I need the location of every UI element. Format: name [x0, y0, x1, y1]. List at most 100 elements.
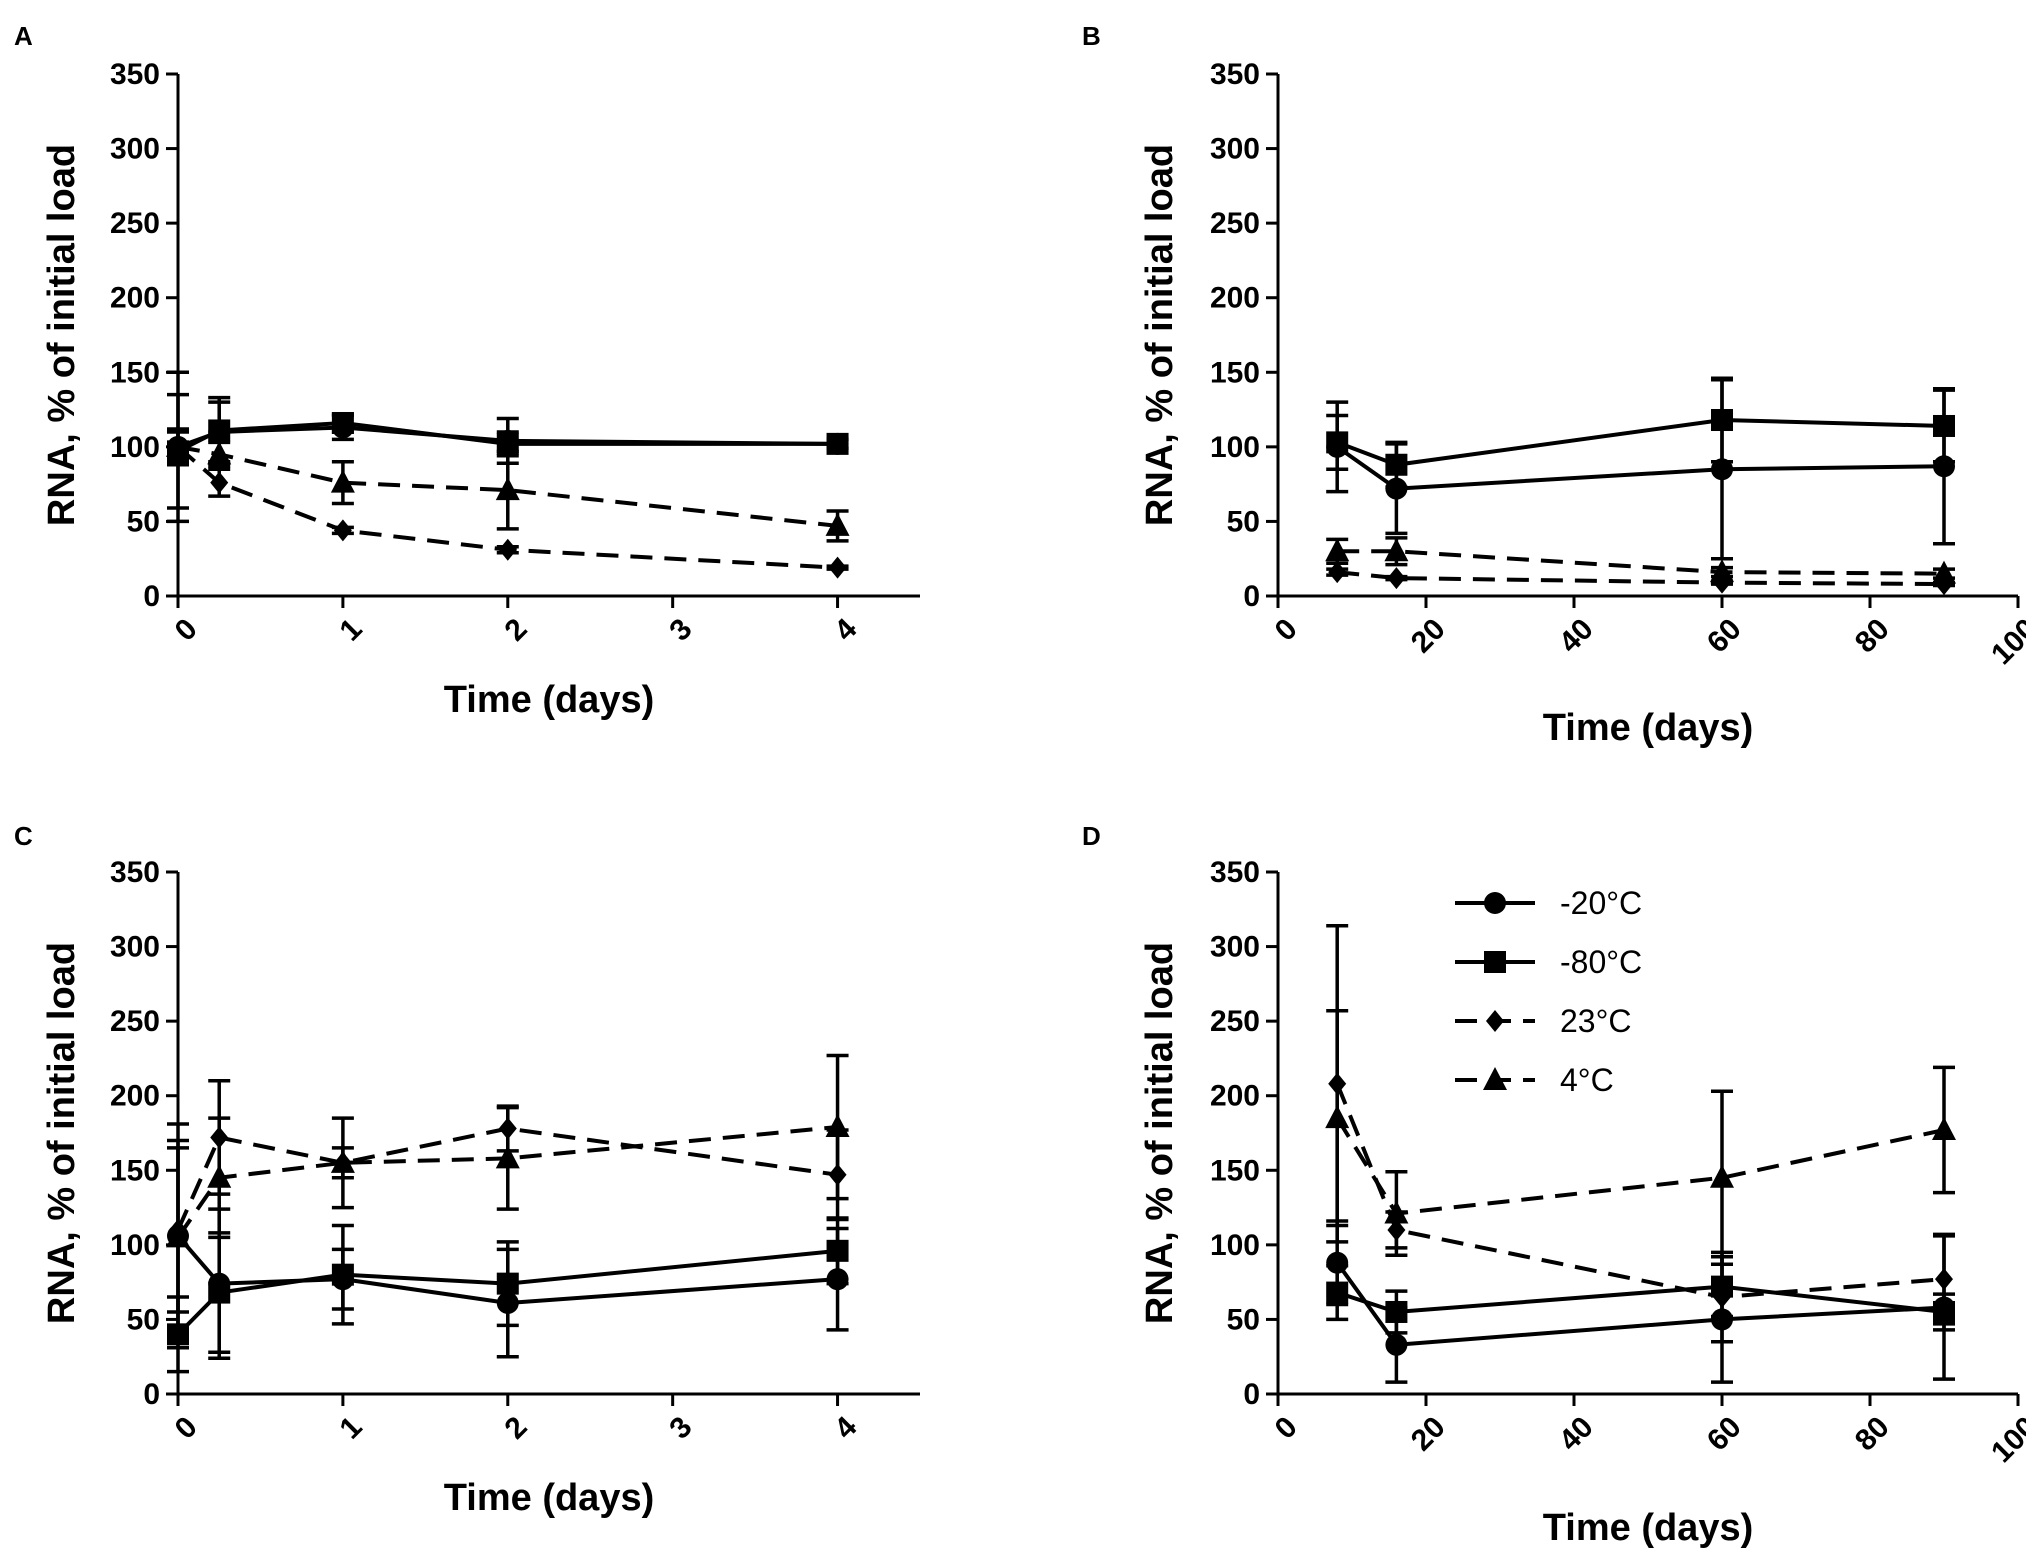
y-tick-label: 300	[110, 133, 160, 166]
y-tick-label: 200	[110, 1080, 160, 1113]
data-point	[826, 432, 849, 455]
data-point	[1328, 561, 1347, 584]
y-tick-label: 300	[1210, 133, 1260, 166]
data-point	[208, 419, 231, 442]
x-tick-label: 3	[663, 1410, 698, 1445]
data-point	[498, 538, 517, 561]
data-point	[1932, 560, 1956, 584]
data-point	[331, 411, 354, 434]
y-tick-label: 250	[110, 1005, 160, 1038]
legend-marker	[1484, 951, 1506, 973]
data-point	[207, 1164, 232, 1188]
data-point	[825, 512, 850, 536]
data-point	[826, 1239, 849, 1262]
data-point	[1384, 538, 1409, 562]
y-tick-label: 100	[1210, 1229, 1260, 1262]
y-axis-title: RNA, % of initial load	[1139, 942, 1181, 1324]
x-tick-label: 3	[663, 612, 698, 647]
data-point	[1933, 414, 1955, 437]
series-line	[1336, 418, 1945, 467]
y-tick-label: 150	[1210, 356, 1260, 389]
data-point	[330, 469, 355, 493]
y-tick-label: 300	[110, 931, 160, 964]
x-tick-label: 60	[1701, 1410, 1748, 1457]
x-tick-label: 2	[498, 1410, 533, 1445]
y-tick-label: 350	[110, 58, 160, 91]
x-tick-label: 1	[334, 1410, 369, 1445]
y-tick-label: 150	[1210, 1154, 1260, 1187]
y-tick-label: 0	[143, 580, 160, 613]
x-axis-title: Time (days)	[1543, 707, 1753, 749]
x-tick-label: 100	[1985, 1410, 2026, 1469]
x-tick-label: 2	[498, 612, 533, 647]
series-line	[177, 444, 838, 528]
y-tick-label: 50	[127, 505, 160, 538]
data-point	[1325, 538, 1350, 562]
y-tick-label: 250	[1210, 1005, 1260, 1038]
y-tick-label: 200	[1210, 1080, 1260, 1113]
series-line	[1336, 570, 1945, 587]
y-tick-label: 350	[110, 856, 160, 889]
data-point	[333, 519, 352, 542]
legend-marker	[1483, 1067, 1507, 1090]
series-square	[1326, 376, 1955, 489]
y-tick-label: 50	[1227, 1303, 1260, 1336]
panel-label: A	[14, 21, 33, 51]
data-point	[1935, 1268, 1953, 1291]
data-point	[1326, 1281, 1349, 1304]
x-tick-label: 100	[1985, 612, 2026, 671]
x-tick-label: 0	[1269, 612, 1304, 647]
data-point	[825, 1114, 850, 1138]
y-axis-title: RNA, % of initial load	[41, 942, 83, 1324]
data-point	[1326, 431, 1349, 454]
y-tick-label: 200	[1210, 282, 1260, 315]
legend-label: 4°C	[1560, 1062, 1614, 1098]
data-point	[828, 556, 847, 579]
data-point	[1326, 1251, 1349, 1274]
y-tick-label: 0	[1243, 580, 1260, 613]
x-tick-label: 4	[828, 1410, 863, 1445]
series-triangle	[166, 430, 850, 543]
series-diamond	[1326, 923, 1955, 1344]
data-point	[1710, 1164, 1734, 1188]
series-square	[167, 1216, 849, 1374]
data-point	[1385, 1333, 1408, 1356]
series-line	[1336, 445, 1945, 491]
legend-marker	[1484, 892, 1506, 914]
x-tick-label: 40	[1553, 1410, 1600, 1457]
data-point	[1387, 567, 1406, 590]
data-point	[331, 1263, 354, 1286]
data-point	[210, 471, 229, 494]
y-tick-label: 50	[127, 1303, 160, 1336]
y-tick-label: 250	[1210, 207, 1260, 240]
data-point	[207, 441, 232, 465]
data-point	[1711, 409, 1733, 432]
data-point	[330, 1149, 355, 1173]
data-point	[1385, 1300, 1408, 1323]
y-tick-label: 0	[1243, 1378, 1260, 1411]
y-axis-title: RNA, % of initial load	[41, 144, 83, 526]
y-tick-label: 250	[110, 207, 160, 240]
series-line	[1335, 1117, 1945, 1216]
x-tick-label: 40	[1553, 612, 1600, 659]
y-axis-title: RNA, % of initial load	[1139, 144, 1181, 526]
data-point	[1325, 1105, 1350, 1129]
y-tick-label: 50	[1227, 505, 1260, 538]
x-tick-label: 80	[1849, 1410, 1896, 1457]
legend-label: 23°C	[1560, 1003, 1632, 1039]
x-tick-label: 20	[1405, 612, 1452, 659]
data-point	[496, 1272, 519, 1295]
panel-a: A 0 50 100 150 200 250 300 350 0 1 2 3 4 Time (days) RN…	[14, 21, 920, 721]
legend-label: -80°C	[1560, 944, 1642, 980]
legend-marker	[1486, 1010, 1504, 1032]
data-point	[495, 477, 520, 501]
legend-label: -20°C	[1560, 885, 1642, 921]
legend: -20°C -80°C 23°C 4°C	[1455, 885, 1642, 1098]
y-tick-label: 150	[110, 1154, 160, 1187]
y-tick-label: 100	[1210, 431, 1260, 464]
x-tick-label: 4	[828, 612, 863, 647]
x-tick-label: 80	[1849, 612, 1896, 659]
series-diamond	[1326, 561, 1955, 596]
panel-b: B 0 50 100 150 200 250 300 350 0 20 40 60 80 100 Time (…	[1082, 21, 2026, 749]
panel-label: C	[14, 821, 33, 851]
